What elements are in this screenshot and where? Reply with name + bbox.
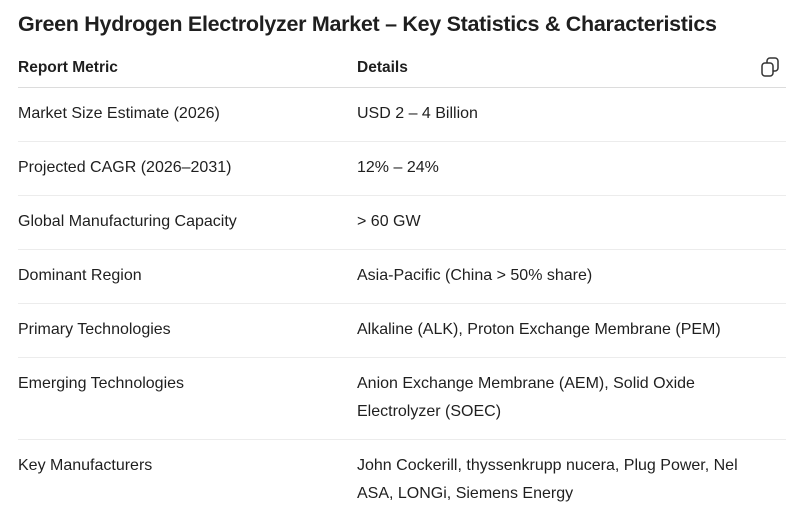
header-report-metric: Report Metric bbox=[18, 59, 118, 76]
table-row: Dominant Region Asia-Pacific (China > 50… bbox=[18, 250, 786, 304]
table-row: Market Size Estimate (2026) USD 2 – 4 Bi… bbox=[18, 88, 786, 142]
metric-cell: Projected CAGR (2026–2031) bbox=[18, 159, 232, 176]
metric-cell: Primary Technologies bbox=[18, 321, 171, 338]
details-cell: USD 2 – 4 Billion bbox=[357, 105, 478, 122]
details-cell: 12% – 24% bbox=[357, 159, 439, 176]
metric-cell: Dominant Region bbox=[18, 267, 142, 284]
metric-cell: Emerging Technologies bbox=[18, 375, 185, 392]
metric-cell: Market Size Estimate (2026) bbox=[18, 105, 220, 122]
table-row: Key Manufacturers John Cockerill, thysse… bbox=[18, 440, 786, 521]
metric-cell: Key Manufacturers bbox=[18, 457, 153, 474]
copy-icon[interactable] bbox=[758, 55, 782, 79]
table-row: Emerging Technologies Anion Exchange Mem… bbox=[18, 358, 786, 440]
details-cell: John Cockerill, thyssenkrupp nucera, Plu… bbox=[357, 457, 738, 502]
table-row: Global Manufacturing Capacity > 60 GW bbox=[18, 196, 786, 250]
header-details: Details bbox=[357, 59, 408, 76]
page-title: Green Hydrogen Electrolyzer Market – Key… bbox=[18, 12, 717, 36]
table-row: Primary Technologies Alkaline (ALK), Pro… bbox=[18, 304, 786, 358]
table-row: Projected CAGR (2026–2031) 12% – 24% bbox=[18, 142, 786, 196]
details-cell: > 60 GW bbox=[357, 213, 421, 230]
details-cell: Anion Exchange Membrane (AEM), Solid Oxi… bbox=[357, 375, 695, 420]
metric-cell: Global Manufacturing Capacity bbox=[18, 213, 237, 230]
details-cell: Alkaline (ALK), Proton Exchange Membrane… bbox=[357, 321, 721, 338]
details-cell: Asia-Pacific (China > 50% share) bbox=[357, 267, 593, 284]
statistics-table: Report Metric Details Market Size Estima… bbox=[18, 50, 786, 521]
table-header: Report Metric Details bbox=[18, 50, 786, 88]
